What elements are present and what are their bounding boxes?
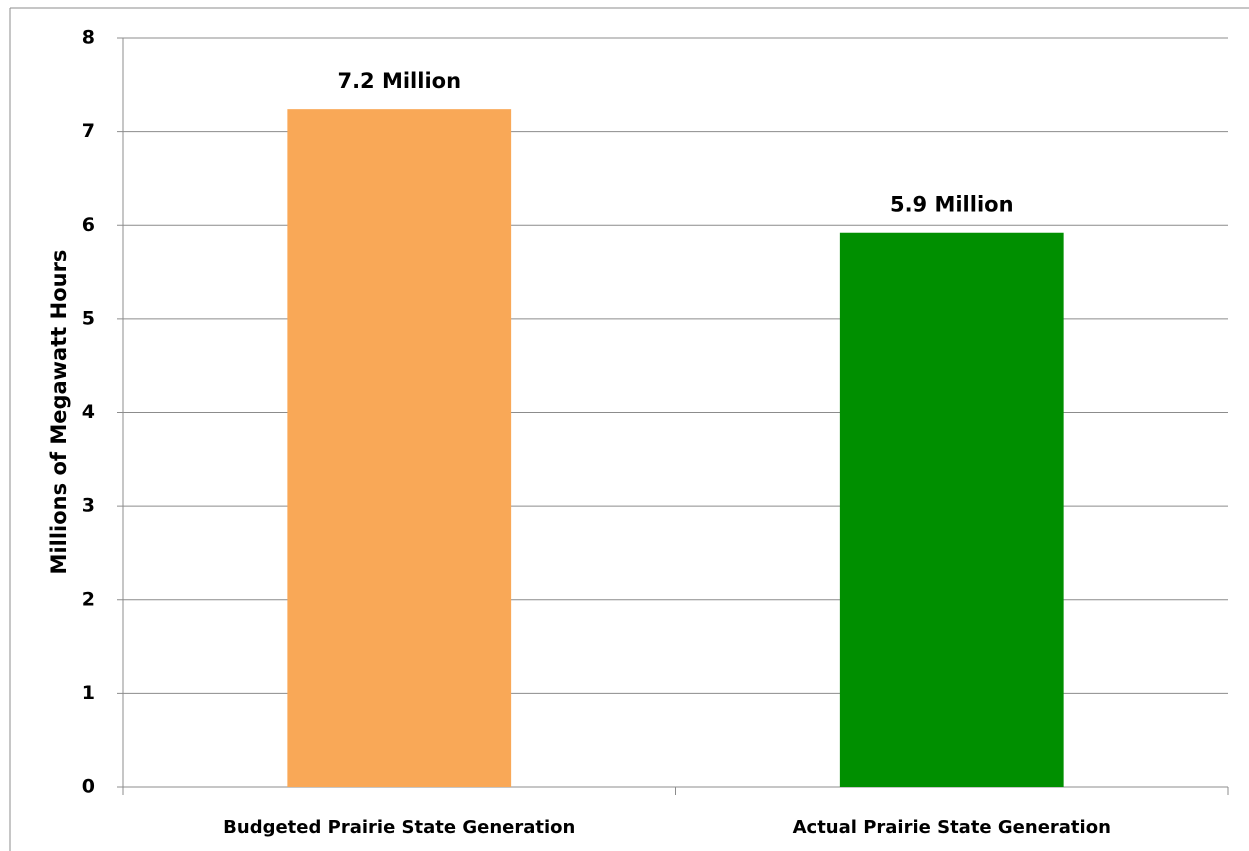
y-tick-label: 4: [82, 401, 95, 423]
value-label: 7.2 Million: [337, 69, 461, 93]
x-tick-label: Budgeted Prairie State Generation: [223, 817, 575, 838]
bar: [839, 232, 1064, 788]
bar: [287, 109, 512, 787]
y-tick-label: 6: [82, 214, 95, 236]
y-tick-label: 0: [82, 776, 95, 798]
y-tick-label: 5: [82, 307, 95, 329]
y-tick-label: 2: [82, 588, 95, 610]
y-tick-label: 1: [82, 682, 95, 704]
y-tick-label: 7: [82, 120, 95, 142]
y-tick-label: 8: [82, 27, 95, 49]
value-label: 5.9 Million: [890, 193, 1014, 217]
y-axis-title: Millions of Megawatt Hours: [47, 250, 71, 575]
x-tick-label: Actual Prairie State Generation: [793, 817, 1111, 838]
y-tick-label: 3: [82, 495, 95, 517]
